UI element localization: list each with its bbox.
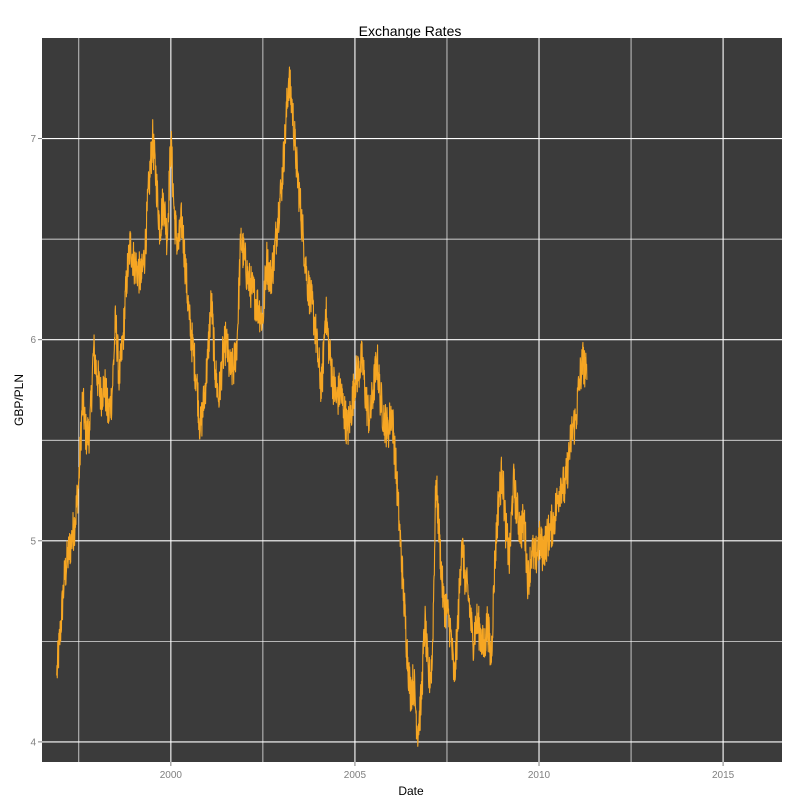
y-axis-title: GBP/PLN xyxy=(12,374,26,426)
chart-title: Exchange Rates xyxy=(359,23,462,39)
y-tick-label: 5 xyxy=(30,536,36,547)
x-tick-label: 2015 xyxy=(712,770,735,781)
series-line xyxy=(56,66,588,747)
series-layer xyxy=(56,66,588,747)
y-tick-label: 6 xyxy=(30,335,36,346)
x-tick-label: 2000 xyxy=(160,770,183,781)
grid-lines xyxy=(42,38,782,762)
axis-ticks: 4 5 6 7 2000 2005 2010 2015 xyxy=(30,134,734,781)
y-tick-label: 4 xyxy=(30,737,36,748)
x-tick-label: 2005 xyxy=(344,770,367,781)
x-tick-label: 2010 xyxy=(528,770,551,781)
x-axis-title: Date xyxy=(398,784,424,798)
y-tick-label: 7 xyxy=(30,134,36,145)
